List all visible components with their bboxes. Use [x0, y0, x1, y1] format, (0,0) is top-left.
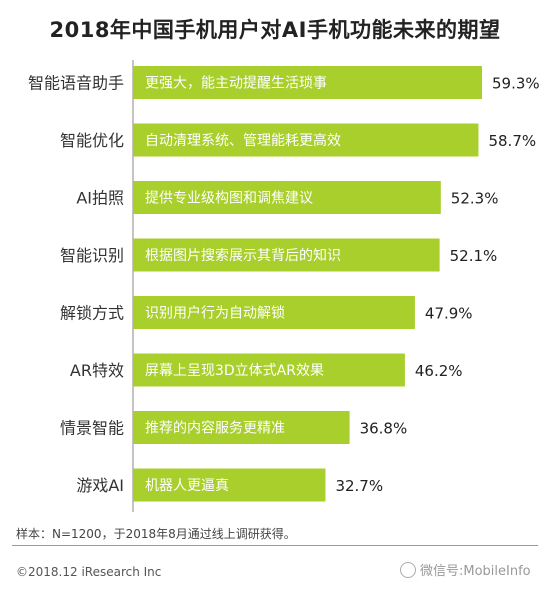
footer-divider: [12, 545, 538, 546]
chart-title: 2018年中国手机用户对AI手机功能未来的期望: [49, 18, 501, 42]
bar: [133, 468, 326, 502]
bar: [133, 296, 415, 329]
bar: [133, 238, 440, 272]
bar-description: 提供专业级构图和调焦建议: [145, 191, 313, 207]
bar: [133, 66, 482, 99]
value-label: 59.3%: [492, 75, 540, 93]
bar: [133, 123, 479, 157]
bar-description: 根据图片搜索展示其背后的知识: [145, 247, 341, 264]
bar-description: 推荐的内容服务更精准: [145, 420, 285, 437]
sample-note: 样本：N=1200，于2018年8月通过线上调研获得。: [16, 527, 296, 541]
value-label: 47.9%: [425, 305, 473, 323]
watermark: 微信号:MobileInfo: [400, 560, 531, 579]
wechat-icon: [400, 561, 416, 578]
bar-description: 识别用户行为自动解锁: [145, 305, 285, 322]
category-label: 智能优化: [60, 131, 124, 150]
watermark-text: 微信号:MobileInfo: [420, 564, 531, 579]
value-label: 52.3%: [451, 190, 499, 208]
copyright-text: ©2018.12 iResearch Inc: [16, 565, 162, 579]
bar: [133, 181, 441, 214]
category-label: 智能识别: [60, 246, 124, 265]
category-label: 情景智能: [60, 419, 124, 438]
bar-description: 机器人更逼真: [145, 478, 229, 494]
bar-description: 屏幕上呈现3D立体式AR效果: [145, 363, 324, 379]
value-label: 52.1%: [450, 247, 498, 265]
category-label: AI拍照: [76, 189, 124, 208]
category-label: 游戏AI: [76, 476, 124, 495]
category-label: 智能语音助手: [28, 74, 124, 93]
value-label: 58.7%: [488, 132, 536, 150]
bar-description: 更强大，能主动提醒生活琐事: [145, 75, 327, 92]
bar: [133, 411, 350, 444]
value-label: 32.7%: [335, 477, 383, 495]
value-label: 36.8%: [360, 420, 408, 438]
category-label: 解锁方式: [60, 304, 124, 323]
value-label: 46.2%: [415, 362, 463, 380]
bar-description: 自动清理系统、管理能耗更高效: [145, 132, 341, 149]
category-label: AR特效: [70, 361, 124, 380]
bar: [133, 353, 405, 387]
